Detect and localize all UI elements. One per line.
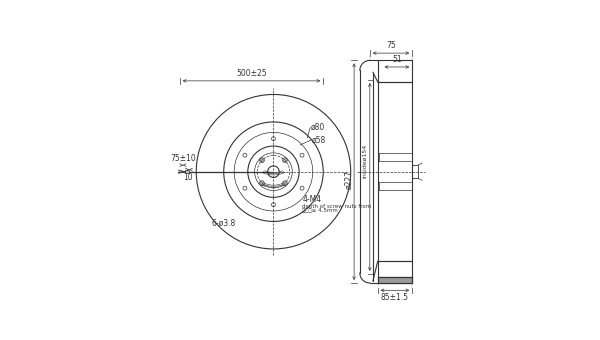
Bar [412,165,418,178]
Text: ø227: ø227 [345,170,354,189]
Text: 51: 51 [392,55,402,64]
Text: insideø154: insideø154 [362,144,368,178]
Text: 75: 75 [386,41,396,50]
Text: 4-M4: 4-M4 [302,195,322,204]
Text: 500±25: 500±25 [236,69,267,78]
Text: ø80: ø80 [311,123,325,132]
Text: depth of screw nuts from: depth of screw nuts from [302,204,371,209]
Text: 85±1.5: 85±1.5 [381,293,409,303]
Text: 75±10: 75±10 [170,154,196,163]
Bar [185,170,188,173]
Text: 6-ø3.8: 6-ø3.8 [212,218,236,227]
Text: ø58: ø58 [312,135,326,144]
Text: 10: 10 [183,173,193,182]
Text: 写均面≥ 4.5mm: 写均面≥ 4.5mm [302,208,338,213]
